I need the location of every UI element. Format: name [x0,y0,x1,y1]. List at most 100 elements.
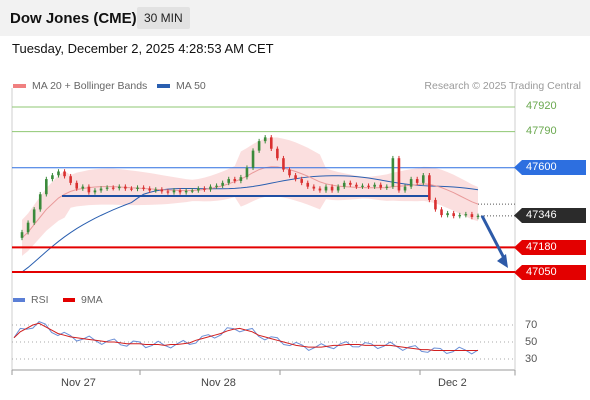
candle-body-33 [221,182,224,186]
support-badge-1: 47180 [514,240,586,255]
forecast-arrow-head [497,254,508,268]
candle-body-19 [136,187,139,189]
candle-body-34 [227,179,231,183]
candle-body-54 [349,182,352,185]
candle-body-64 [409,179,413,187]
ma50-swatch [157,84,170,88]
candle-body-44 [288,169,291,176]
rsi-label: RSI [31,294,49,306]
forecast-arrow-shaft [480,215,507,261]
candle-body-10 [81,186,85,189]
ma20-line [21,166,479,239]
candle-body-49 [318,188,322,191]
candle-body-37 [245,167,249,178]
candle-body-36 [239,177,243,181]
interval-badge[interactable]: 30 MIN [137,7,190,29]
candle-body-25 [172,190,176,193]
candle-body-18 [130,188,133,190]
rsi-ma-label: 9MA [81,294,103,306]
candle-body-56 [361,185,364,187]
ma20-swatch [13,84,26,88]
legend-ma50: MA 50 [157,80,206,92]
candle-body-23 [160,189,164,192]
candle-body-61 [391,158,395,187]
candle-body-43 [282,158,285,170]
candle-body-42 [276,148,279,159]
candle-body-5 [51,175,54,180]
candle-body-41 [269,137,273,149]
candle-body-22 [154,189,158,191]
x-label-nov27: Nov 27 [61,377,96,389]
candle-body-0 [20,232,24,238]
rsi-tick-50: 50 [525,336,538,348]
resistance-label-1: 47790 [526,125,557,137]
candle-body-35 [233,179,237,181]
candle-body-24 [166,191,170,193]
pivot-badge: 47600 [514,160,586,175]
candle-body-11 [87,186,91,193]
candle-body-59 [379,184,383,188]
support-badge-2: 47050 [514,265,586,280]
ma50-label: MA 50 [176,80,206,92]
research-credit: Research © 2025 Trading Central [424,80,581,92]
candle-body-32 [215,185,218,187]
candle-body-66 [421,175,425,183]
legend-rsi: RSI [13,294,49,306]
candle-body-50 [324,186,328,191]
rsi-tick-70: 70 [525,319,538,331]
candle-body-29 [197,188,200,191]
candle-body-9 [75,182,79,189]
candle-body-15 [111,187,115,189]
candle-body-17 [124,186,127,189]
rsi-ma-line [13,322,478,351]
candle-body-30 [203,188,206,190]
candle-body-40 [263,137,267,142]
candle-body-67 [428,175,431,200]
candle-body-45 [294,175,297,180]
candle-body-28 [190,190,194,192]
candle-body-1 [26,222,30,233]
candle-body-52 [336,186,340,191]
candle-body-73 [464,214,468,216]
ma20-label: MA 20 + Bollinger Bands [32,80,148,92]
candle-body-70 [446,213,449,216]
candle-body-4 [45,179,48,195]
candle-body-75 [476,215,480,218]
candle-body-69 [440,209,443,216]
candle-body-8 [69,176,72,183]
candle-body-38 [251,150,255,168]
candle-body-27 [184,190,188,193]
candle-body-14 [105,187,109,189]
candle-body-71 [452,213,455,217]
candle-body-21 [148,188,151,191]
candle-body-47 [306,182,310,187]
candle-body-7 [63,171,66,177]
last-price-badge: 47346 [514,208,586,223]
candle-body-60 [385,186,389,188]
rsi-line [13,321,479,355]
candle-body-72 [458,215,462,217]
legend-ma20: MA 20 + Bollinger Bands [13,80,147,92]
candle-body-48 [312,186,316,189]
candle-body-2 [32,209,36,223]
candle-body-31 [209,186,212,190]
candle-body-63 [403,186,407,191]
ma50-line [21,175,479,273]
candle-body-65 [415,179,419,183]
candle-body-62 [397,158,401,191]
candle-body-57 [367,185,370,187]
candle-body-3 [38,194,42,210]
candle-body-20 [142,187,145,189]
candle-body-6 [57,171,60,176]
candle-body-46 [300,179,303,183]
resistance-label-2: 47920 [526,100,557,112]
rsi-swatch [13,298,25,302]
candle-body-53 [342,182,346,187]
candle-body-55 [355,184,358,187]
legend-rsi-ma: 9MA [63,294,103,306]
candle-body-58 [373,184,376,187]
chart-header: Dow Jones (CME) 30 MIN [0,0,590,36]
x-label-nov28: Nov 28 [201,377,236,389]
candle-body-51 [330,186,334,191]
